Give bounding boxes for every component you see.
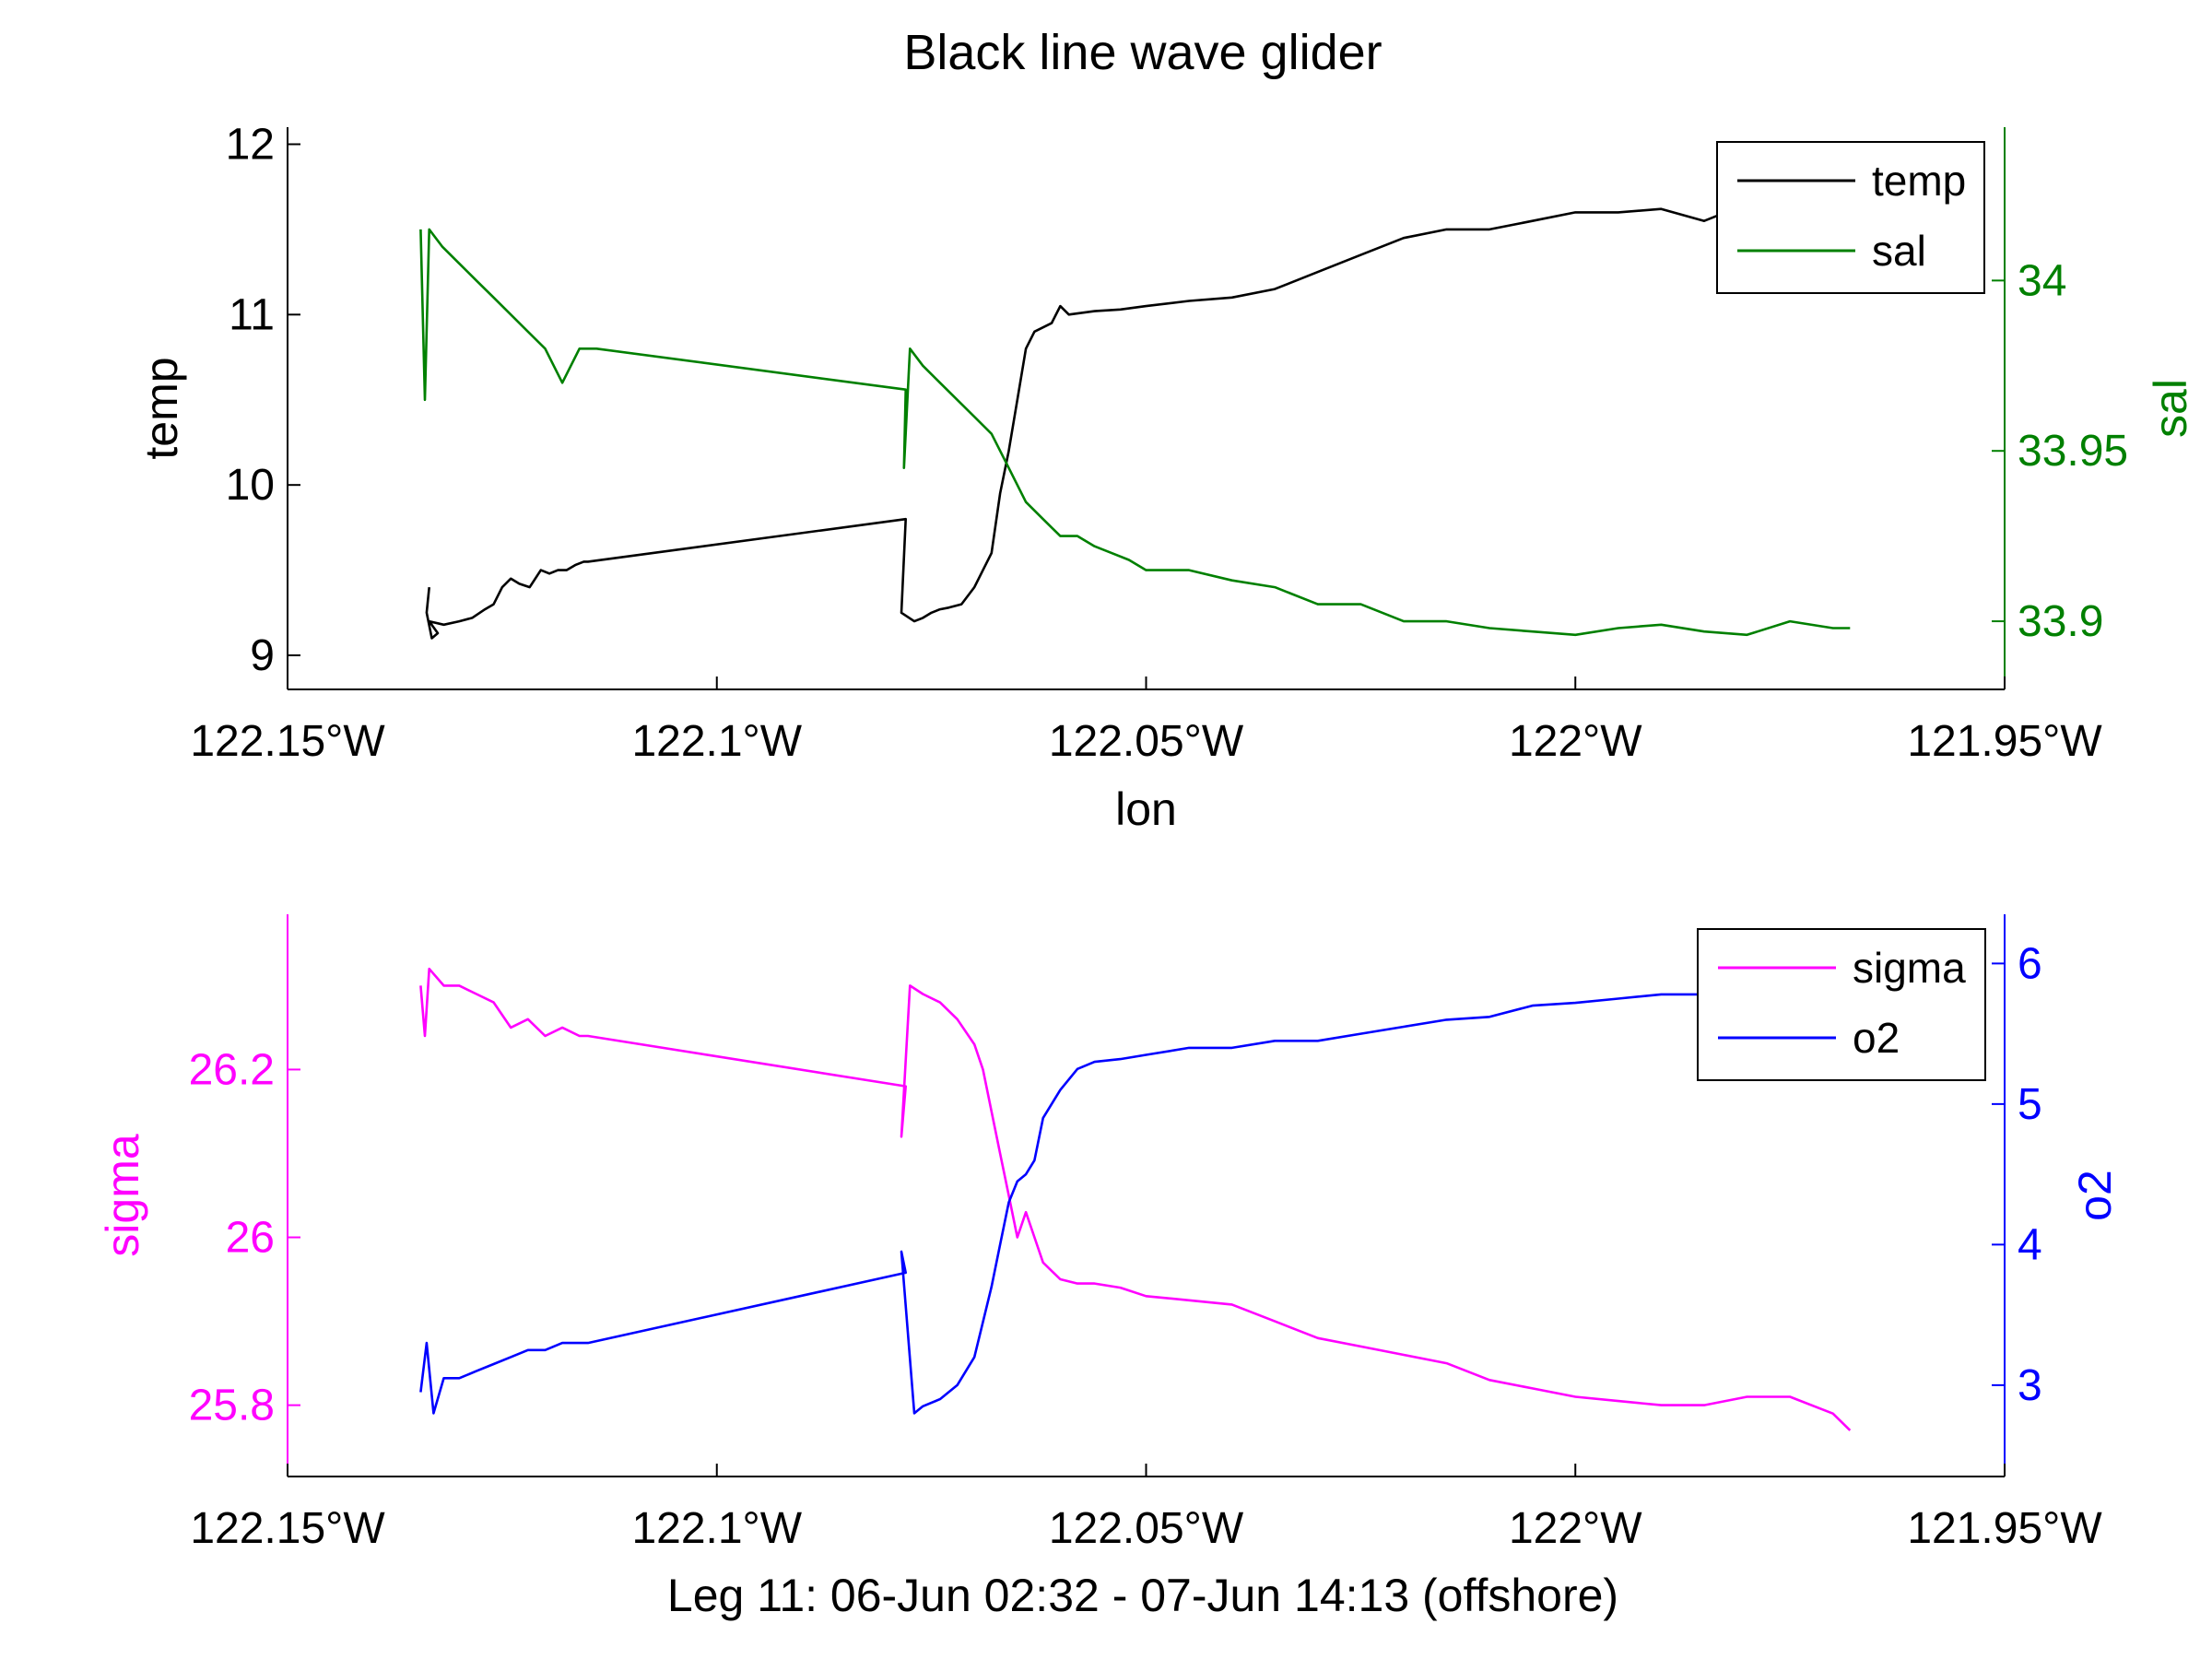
y-left-tick-label: 9 (250, 631, 275, 680)
series-temp-line (425, 202, 1783, 640)
y-right-tick-label: 3 (2018, 1361, 2042, 1410)
legend-box (1716, 141, 1985, 294)
legend-box (1697, 928, 1986, 1081)
x-tick-label: 122.1°W (631, 1504, 802, 1553)
legend-label-temp: temp (1872, 157, 1966, 205)
x-tick-label: 122.05°W (1049, 1504, 1244, 1553)
x-tick-label: 121.95°W (1907, 1504, 2102, 1553)
y-left-tick-label: 26.2 (189, 1045, 275, 1094)
y-right-axis-label: o2 (2069, 1170, 2121, 1221)
y-left-tick-label: 10 (226, 461, 275, 510)
x-axis-label: lon (1115, 783, 1177, 835)
x-tick-label: 122°W (1509, 717, 1642, 766)
y-right-tick-label: 34 (2018, 256, 2066, 305)
x-tick-label: 122°W (1509, 1504, 1642, 1553)
legend-label-sigma: sigma (1853, 944, 1966, 992)
y-right-tick-label: 4 (2018, 1220, 2042, 1269)
y-left-tick-label: 12 (226, 120, 275, 169)
series-sigma-line (419, 967, 1852, 1431)
bottom-axis-caption: Leg 11: 06-Jun 02:32 - 07-Jun 14:13 (off… (667, 1570, 1618, 1621)
y-right-tick-label: 33.9 (2018, 597, 2103, 646)
figure-title: Black line wave glider (903, 25, 1382, 80)
x-tick-label: 122.15°W (190, 1504, 385, 1553)
y-right-axis-label: sal (2145, 379, 2196, 438)
top-panel: 122.15°W 122.1°W 122.05°W 122°W 121.95°W 9 10 1… (135, 120, 2196, 835)
bottom-panel: 122.15°W 122.1°W 122.05°W 122°W 121.95°W 25.8… (97, 914, 2121, 1553)
series-sal-line (419, 228, 1851, 637)
y-left-axis-label: temp (135, 357, 187, 459)
legend-label-sal: sal (1872, 227, 1926, 275)
y-left-axis-label: sigma (97, 1134, 148, 1257)
y-right-tick-label: 5 (2018, 1080, 2042, 1129)
y-left-tick-label: 26 (226, 1214, 275, 1263)
y-right-tick-label: 33.95 (2018, 427, 2128, 476)
series-o2-line (419, 979, 1783, 1415)
y-right-tick-label: 6 (2018, 939, 2042, 988)
x-tick-label: 122.05°W (1049, 717, 1244, 766)
x-tick-label: 121.95°W (1907, 717, 2102, 766)
y-left-tick-label: 11 (229, 290, 275, 339)
x-tick-label: 122.15°W (190, 717, 385, 766)
legend-label-o2: o2 (1853, 1014, 1900, 1062)
y-left-tick-label: 25.8 (189, 1382, 275, 1430)
x-tick-label: 122.1°W (631, 717, 802, 766)
